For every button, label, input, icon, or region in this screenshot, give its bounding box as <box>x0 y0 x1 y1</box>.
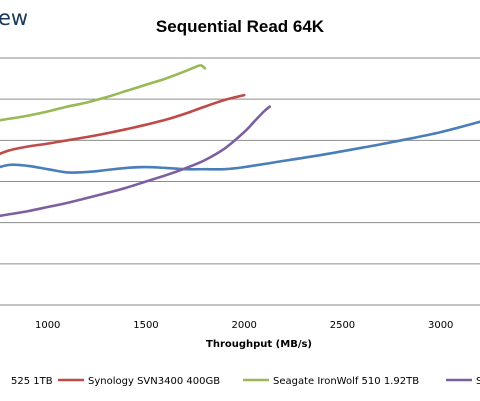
x-tick-labels: 1000 1500 2000 2500 3000 <box>35 320 453 331</box>
series-line-3 <box>0 64 207 122</box>
x-tick-label-1000: 1000 <box>35 320 60 331</box>
x-tick-label-2500: 2500 <box>330 320 355 331</box>
legend: 525 1TB Synology SVN3400 400GB Seagate Iro… <box>11 376 480 387</box>
x-axis-label: Throughput (MB/s) <box>206 339 312 350</box>
plot-area <box>0 64 480 218</box>
legend-label-1: 525 1TB <box>11 376 53 387</box>
x-tick-label-1500: 1500 <box>133 320 158 331</box>
gridlines <box>0 57 480 265</box>
x-tick-label-3000: 3000 <box>428 320 453 331</box>
legend-label-2: Synology SVN3400 400GB <box>88 376 220 387</box>
legend-label-3: Seagate IronWolf 510 1.92TB <box>273 376 419 387</box>
series-line-2 <box>0 93 246 156</box>
legend-label-4: S <box>476 376 480 387</box>
chart-title: Sequential Read 64K <box>156 17 325 36</box>
series-line-1 <box>0 120 480 174</box>
x-tick-label-2000: 2000 <box>231 320 256 331</box>
brand-logo-text: ew <box>0 6 28 30</box>
series-line-4 <box>0 105 271 218</box>
